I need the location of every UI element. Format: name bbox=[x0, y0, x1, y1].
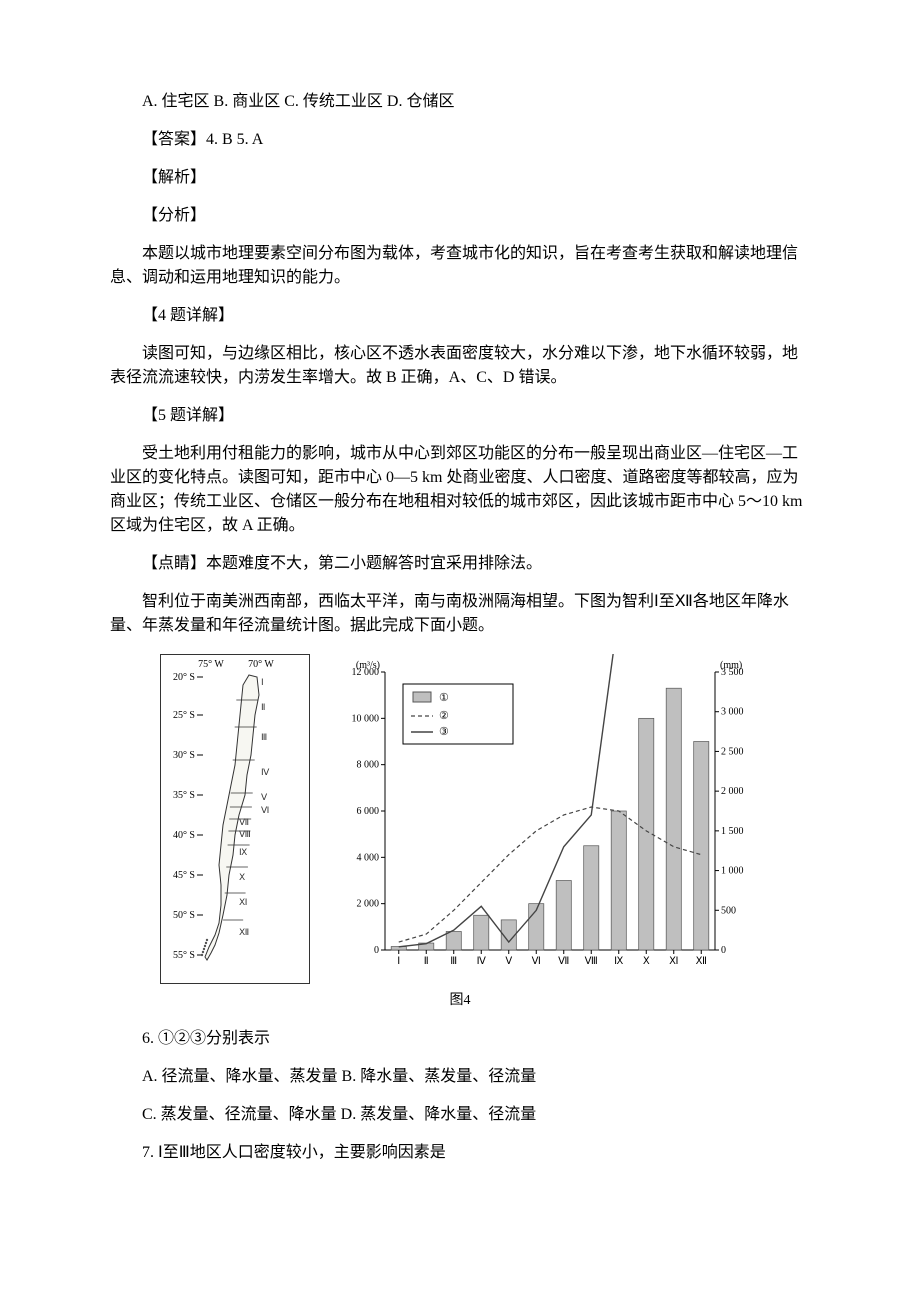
svg-text:Ⅶ: Ⅶ bbox=[239, 817, 249, 827]
svg-text:1 000: 1 000 bbox=[721, 866, 744, 877]
q7-stem: 7. Ⅰ至Ⅲ地区人口密度较小，主要影响因素是 bbox=[110, 1141, 810, 1165]
chile-stat-chart: (m³/s)(mm)02 0004 0006 0008 00010 00012 … bbox=[330, 654, 760, 984]
svg-text:4 000: 4 000 bbox=[357, 852, 380, 863]
svg-text:8 000: 8 000 bbox=[357, 760, 380, 771]
svg-text:Ⅷ: Ⅷ bbox=[239, 829, 251, 839]
svg-text:Ⅲ: Ⅲ bbox=[450, 956, 457, 967]
svg-text:Ⅰ: Ⅰ bbox=[261, 677, 264, 687]
svg-text:12 000: 12 000 bbox=[352, 667, 380, 678]
svg-text:3 000: 3 000 bbox=[721, 707, 744, 718]
svg-text:Ⅷ: Ⅷ bbox=[585, 956, 598, 967]
svg-text:①: ① bbox=[439, 692, 449, 704]
chile-map: 75° W 70° W 20° S 25° S 30° S 35° S 40° S 45° S… bbox=[160, 654, 310, 984]
svg-text:Ⅱ: Ⅱ bbox=[424, 956, 429, 967]
q4-detail-body: 读图可知，与边缘区相比，核心区不透水表面密度较大，水分难以下渗，地下水循环较弱，… bbox=[110, 342, 810, 390]
dianjing: 【点睛】本题难度不大，第二小题解答时宜采用排除法。 bbox=[110, 552, 810, 576]
svg-text:3 500: 3 500 bbox=[721, 667, 744, 678]
svg-text:0: 0 bbox=[374, 945, 379, 956]
svg-text:2 000: 2 000 bbox=[357, 899, 380, 910]
svg-text:Ⅰ: Ⅰ bbox=[397, 956, 400, 967]
svg-text:②: ② bbox=[439, 710, 449, 722]
svg-text:Ⅹ: Ⅹ bbox=[239, 872, 245, 882]
svg-text:40° S: 40° S bbox=[173, 830, 195, 841]
svg-text:Ⅵ: Ⅵ bbox=[532, 956, 541, 967]
svg-text:Ⅲ: Ⅲ bbox=[261, 732, 267, 742]
question-options: A. 住宅区 B. 商业区 C. 传统工业区 D. 仓储区 bbox=[110, 90, 810, 114]
svg-text:Ⅴ: Ⅴ bbox=[505, 956, 512, 967]
svg-text:35° S: 35° S bbox=[173, 790, 195, 801]
svg-text:Ⅳ: Ⅳ bbox=[477, 956, 487, 967]
svg-text:30° S: 30° S bbox=[173, 750, 195, 761]
analysis-body: 本题以城市地理要素空间分布图为载体，考查城市化的知识，旨在考查考生获取和解读地理… bbox=[110, 242, 810, 290]
heading-q5-detail: 【5 题详解】 bbox=[110, 404, 810, 428]
svg-text:6 000: 6 000 bbox=[357, 806, 380, 817]
q5-detail-body: 受土地利用付租能力的影响，城市从中心到郊区功能区的分布一般呈现出商业区—住宅区—… bbox=[110, 442, 810, 538]
svg-text:Ⅱ: Ⅱ bbox=[261, 702, 265, 712]
svg-text:70° W: 70° W bbox=[248, 659, 274, 670]
svg-text:Ⅶ: Ⅶ bbox=[558, 956, 569, 967]
svg-text:2 500: 2 500 bbox=[721, 746, 744, 757]
heading-q4-detail: 【4 题详解】 bbox=[110, 304, 810, 328]
svg-text:50° S: 50° S bbox=[173, 910, 195, 921]
q6-options-cd: C. 蒸发量、径流量、降水量 D. 蒸发量、降水量、径流量 bbox=[110, 1103, 810, 1127]
figure-group: 75° W 70° W 20° S 25° S 30° S 35° S 40° S 45° S… bbox=[110, 654, 810, 1011]
heading-analysis: 【解析】 bbox=[110, 166, 810, 190]
svg-text:Ⅻ: Ⅻ bbox=[239, 927, 249, 937]
svg-text:45° S: 45° S bbox=[173, 870, 195, 881]
heading-fenxi: 【分析】 bbox=[110, 204, 810, 228]
svg-text:Ⅸ: Ⅸ bbox=[239, 847, 247, 857]
svg-text:2 000: 2 000 bbox=[721, 786, 744, 797]
svg-text:③: ③ bbox=[439, 726, 449, 738]
svg-text:Ⅴ: Ⅴ bbox=[261, 792, 268, 802]
svg-text:Ⅳ: Ⅳ bbox=[261, 767, 270, 777]
q6-stem: 6. ①②③分别表示 bbox=[110, 1027, 810, 1051]
svg-text:Ⅹ: Ⅹ bbox=[643, 956, 650, 967]
answer-line: 【答案】4. B 5. A bbox=[110, 128, 810, 152]
svg-text:75° W: 75° W bbox=[198, 659, 224, 670]
svg-text:500: 500 bbox=[721, 905, 736, 916]
svg-text:0: 0 bbox=[721, 945, 726, 956]
svg-text:Ⅸ: Ⅸ bbox=[614, 956, 623, 967]
svg-text:Ⅺ: Ⅺ bbox=[669, 956, 678, 967]
svg-text:55° S: 55° S bbox=[173, 950, 195, 961]
svg-text:10 000: 10 000 bbox=[352, 713, 380, 724]
q6-options-ab: A. 径流量、降水量、蒸发量 B. 降水量、蒸发量、径流量 bbox=[110, 1065, 810, 1089]
svg-text:1 500: 1 500 bbox=[721, 826, 744, 837]
figure-caption: 图4 bbox=[110, 990, 810, 1011]
intro-chile: 智利位于南美洲西南部，西临太平洋，南与南极洲隔海相望。下图为智利Ⅰ至Ⅻ各地区年降… bbox=[110, 590, 810, 638]
svg-text:25° S: 25° S bbox=[173, 710, 195, 721]
svg-text:20° S: 20° S bbox=[173, 672, 195, 683]
svg-text:Ⅻ: Ⅻ bbox=[696, 956, 707, 967]
svg-text:Ⅺ: Ⅺ bbox=[239, 897, 247, 907]
svg-text:Ⅵ: Ⅵ bbox=[261, 805, 269, 815]
